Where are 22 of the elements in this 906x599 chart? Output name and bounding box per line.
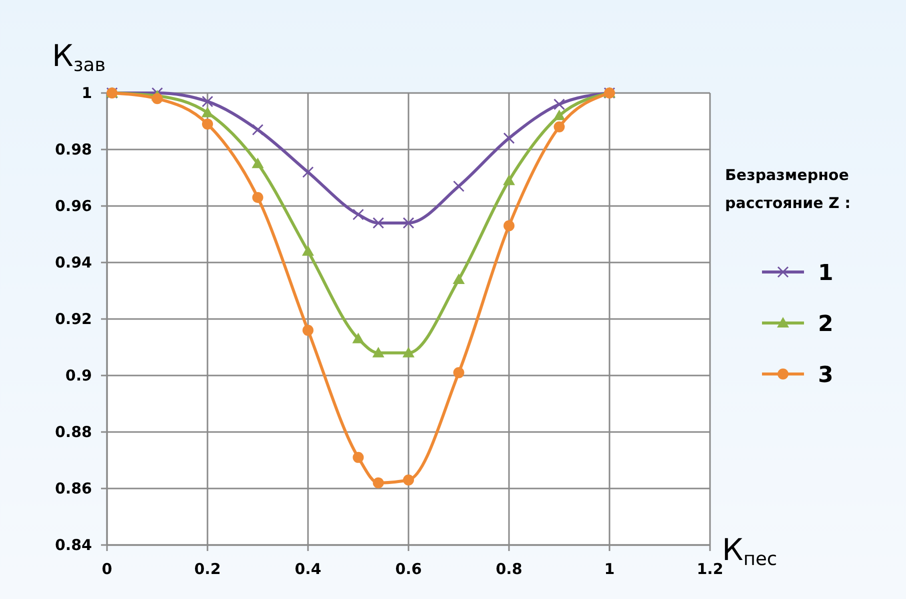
y-tick-label: 0.94 [54, 254, 92, 272]
y-tick-label: 0.98 [54, 140, 92, 158]
y-tick-label: 0.86 [54, 480, 92, 498]
legend-label: 2 [818, 312, 834, 337]
legend-label: 1 [818, 261, 834, 286]
y-tick-label: 0.92 [54, 310, 92, 328]
y-tick-label: 1 [82, 84, 92, 102]
x-tick-label: 0.6 [395, 560, 422, 578]
legend-label: 3 [818, 363, 834, 388]
x-tick-label: 0.4 [294, 560, 322, 578]
x-tick-label: 1 [604, 560, 615, 578]
y-axis-title: К$_{зав}$ [52, 39, 106, 76]
y-tick-label: 0.84 [54, 536, 92, 554]
x-tick-label: 1.2 [696, 560, 724, 578]
x-tick-label: 0 [102, 560, 112, 578]
y-tick-label: 0.96 [54, 197, 92, 215]
y-tick-label: 0.88 [54, 423, 92, 441]
x-tick-label: 0.8 [496, 560, 522, 578]
y-tick-label: 0.9 [65, 366, 92, 384]
legend-title: Безразмерное расстояние Z : [725, 166, 851, 212]
x-axis-title: К$_{пес}$ [722, 533, 778, 570]
x-tick-label: 0.2 [194, 560, 221, 578]
